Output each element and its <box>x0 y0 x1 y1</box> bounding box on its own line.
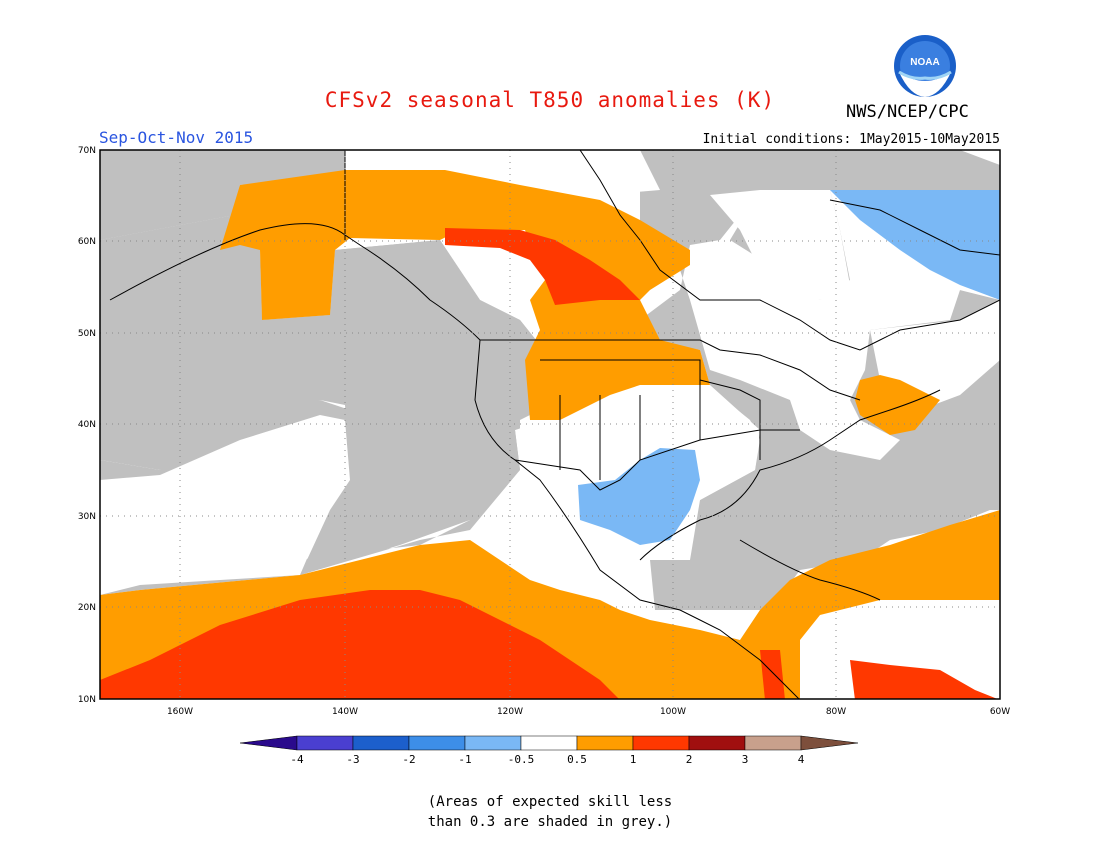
colorbar-label: -3 <box>346 753 359 766</box>
colorbar-label: -1 <box>458 753 471 766</box>
noaa-logo: NOAA <box>894 35 956 97</box>
anomaly-map: NOAA <box>78 35 1010 766</box>
colorbar-segment <box>239 735 298 751</box>
lat-label: 40N <box>78 420 96 430</box>
lat-label: 30N <box>78 512 96 522</box>
map-frame <box>99 149 1001 700</box>
lat-label: 60N <box>78 237 96 247</box>
chart-title: CFSv2 seasonal T850 anomalies (K) <box>324 88 776 112</box>
lon-label: 160W <box>167 707 193 717</box>
lon-label: 80W <box>826 707 846 717</box>
colorbar-segment <box>800 735 859 751</box>
lon-label: 100W <box>660 707 686 717</box>
skill-note: (Areas of expected skill less than 0.3 a… <box>0 792 1100 832</box>
colorbar-label: 3 <box>742 753 749 766</box>
lat-label: 50N <box>78 329 96 339</box>
map-field <box>100 150 1000 699</box>
colorbar-label: 4 <box>798 753 805 766</box>
colorbar-label: -2 <box>402 753 415 766</box>
lat-axis: 70N 60N 50N 40N 30N 20N 10N <box>78 146 96 705</box>
colorbar-segment <box>688 735 746 751</box>
colorbar-segment <box>464 735 522 751</box>
lon-label: 60W <box>990 707 1010 717</box>
colorbar-segment <box>576 735 634 751</box>
anomaly-1-2 <box>100 228 998 699</box>
colorbar-segment <box>296 735 354 751</box>
skill-note-line-1: (Areas of expected skill less <box>427 794 673 810</box>
lon-axis: 160W 140W 120W 100W 80W 60W <box>167 707 1010 717</box>
colorbar-segment <box>408 735 466 751</box>
lat-label: 70N <box>78 146 96 156</box>
lon-label: 140W <box>332 707 358 717</box>
agency-credit: NWS/NCEP/CPC <box>846 102 969 122</box>
initial-conditions-label: Initial conditions: 1May2015-10May2015 <box>702 132 1000 147</box>
graticule <box>100 150 1000 699</box>
colorbar-label: 2 <box>686 753 693 766</box>
colorbar-segment <box>632 735 690 751</box>
colorbar: -4 -3 -2 -1 -0.5 0.5 1 2 3 4 <box>239 735 859 766</box>
noaa-logo-text: NOAA <box>910 57 939 68</box>
colorbar-label: 0.5 <box>567 753 587 766</box>
lon-label: 120W <box>497 707 523 717</box>
boundaries <box>109 150 1000 699</box>
lat-label: 10N <box>78 695 96 705</box>
lat-label: 20N <box>78 603 96 613</box>
colorbar-segment <box>520 735 578 751</box>
colorbar-label: 1 <box>630 753 637 766</box>
colorbar-label: -0.5 <box>508 753 535 766</box>
colorbar-segment <box>352 735 410 751</box>
colorbar-label: -4 <box>290 753 304 766</box>
colorbar-segment <box>744 735 802 751</box>
skill-note-line-2: than 0.3 are shaded in grey.) <box>427 814 673 830</box>
season-label: Sep-Oct-Nov 2015 <box>99 128 254 147</box>
anomaly-neg-0.5-1 <box>578 190 1000 545</box>
